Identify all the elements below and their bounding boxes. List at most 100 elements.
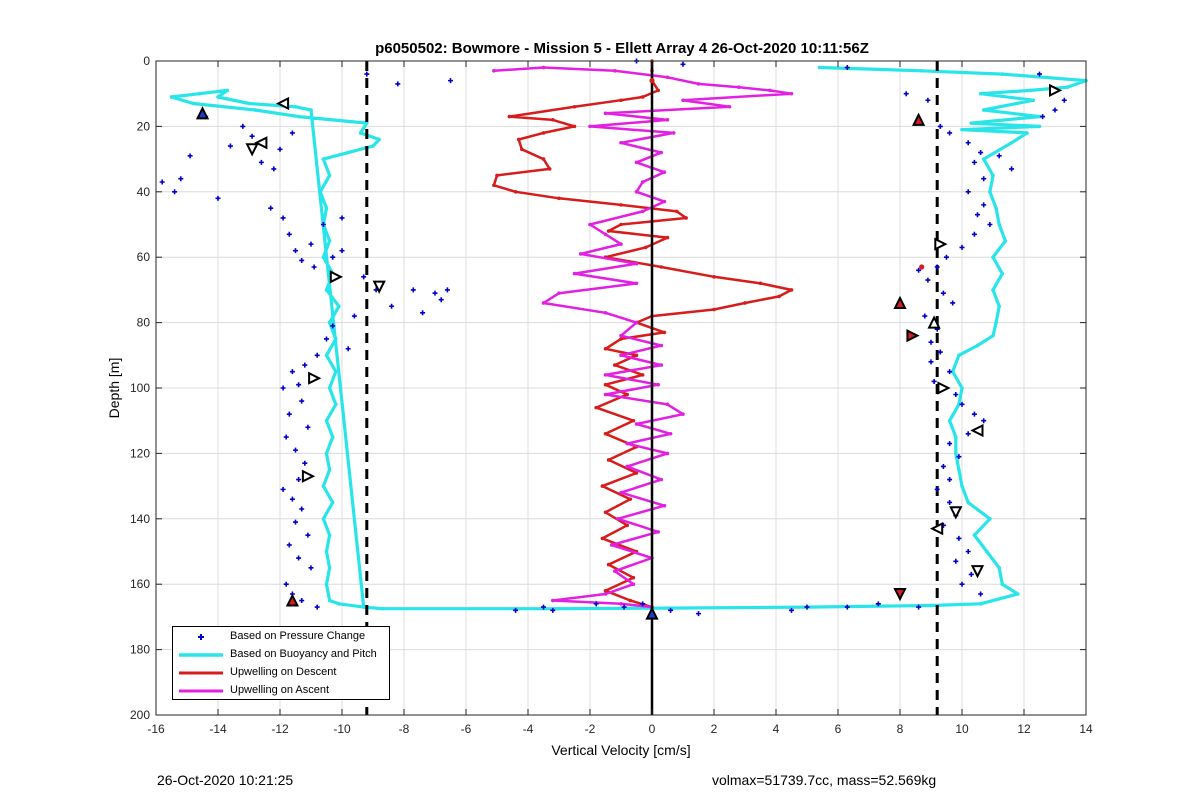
series-point — [991, 255, 995, 259]
marker-triangle-right — [1049, 83, 1063, 98]
pressure-point — [947, 130, 953, 136]
series-point — [603, 111, 608, 116]
x-tick-label: 12 — [1017, 722, 1031, 736]
pressure-point — [296, 382, 302, 388]
series-point — [966, 500, 970, 505]
series-point — [191, 101, 195, 106]
series-point — [978, 602, 983, 606]
marker-triangle-right — [301, 469, 316, 483]
series-point — [1009, 140, 1014, 145]
series-point — [557, 606, 561, 611]
legend-label: Upwelling on Ascent — [230, 684, 330, 696]
pressure-point — [286, 231, 292, 237]
marker-triangle-right — [308, 371, 322, 385]
y-tick-label: 0 — [143, 54, 150, 68]
series-point — [324, 288, 329, 292]
series-point — [743, 301, 747, 305]
legend-symbol-buoyancy — [179, 653, 223, 657]
pressure-point — [903, 91, 909, 97]
pressure-point — [249, 133, 255, 139]
series-point — [324, 418, 329, 423]
pressure-point — [981, 202, 987, 208]
series-point — [492, 69, 496, 73]
pressure-point — [330, 323, 336, 329]
y-tick-label: 100 — [130, 381, 150, 395]
series-point — [1003, 239, 1008, 243]
pressure-point — [978, 150, 984, 156]
series-point — [616, 517, 620, 521]
series-point — [789, 91, 794, 96]
series-point — [557, 196, 561, 201]
legend-item-descent: Upwelling on Descent — [173, 665, 389, 681]
pressure-point — [668, 607, 674, 613]
pressure-point — [959, 401, 965, 407]
pressure-point — [916, 604, 922, 610]
series-point — [665, 75, 670, 80]
series-point — [634, 190, 639, 194]
pressure-point — [965, 431, 971, 437]
series-point — [330, 435, 335, 439]
pressure-point — [680, 61, 686, 67]
series-point — [371, 144, 375, 148]
pressure-point — [804, 604, 810, 610]
series-point — [665, 402, 670, 407]
x-tick-label: -10 — [333, 722, 351, 736]
series-point — [631, 575, 636, 580]
series-point — [656, 88, 660, 93]
series-point — [346, 150, 351, 155]
series-point — [603, 392, 608, 397]
series-point — [609, 543, 614, 547]
pressure-point — [987, 222, 993, 227]
series-point — [572, 271, 577, 276]
x-tick-label: -12 — [271, 722, 289, 736]
series-point — [365, 121, 369, 125]
pressure-point — [320, 222, 326, 227]
series-point — [253, 108, 257, 112]
marker-triangle-down — [970, 565, 985, 579]
series-point — [662, 503, 667, 508]
pressure-point — [550, 607, 556, 613]
marker-triangle-right — [937, 381, 951, 395]
series-point — [619, 337, 623, 341]
series-point — [969, 121, 974, 125]
series-point — [960, 386, 964, 390]
pressure-point — [875, 601, 881, 607]
series-point — [634, 261, 639, 266]
series-point — [337, 602, 341, 606]
series-point — [327, 566, 332, 570]
pressure-point — [978, 591, 984, 597]
x-tick-label: 8 — [897, 722, 904, 736]
pressure-point — [965, 189, 971, 195]
series-point — [324, 582, 329, 586]
series-point — [975, 343, 980, 348]
series-point — [668, 431, 673, 436]
pressure-point — [444, 287, 450, 293]
series-point — [619, 242, 623, 246]
pressure-point — [395, 81, 401, 87]
series-point — [628, 598, 633, 603]
series-point — [603, 431, 608, 436]
pressure-point — [1040, 114, 1046, 120]
pressure-point — [934, 264, 940, 270]
series-point — [684, 216, 688, 220]
series-point — [600, 536, 605, 541]
series-point — [789, 288, 794, 292]
series-point — [634, 160, 639, 165]
series-point — [737, 85, 741, 89]
series-point — [197, 91, 202, 96]
pressure-point — [296, 477, 302, 483]
pressure-point — [541, 604, 546, 610]
pressure-point — [432, 290, 438, 296]
pressure-point — [844, 604, 850, 610]
series-point — [634, 353, 639, 358]
series-point — [675, 209, 679, 214]
marker-triangle-left — [254, 136, 268, 150]
x-tick-label: 14 — [1079, 722, 1093, 736]
y-tick-label: 40 — [137, 185, 151, 199]
series-point — [1000, 271, 1005, 276]
x-tick-label: 2 — [711, 722, 718, 736]
series-point — [957, 353, 961, 358]
series-point — [997, 304, 1001, 309]
pressure-point — [283, 434, 289, 440]
series-point — [991, 333, 995, 338]
